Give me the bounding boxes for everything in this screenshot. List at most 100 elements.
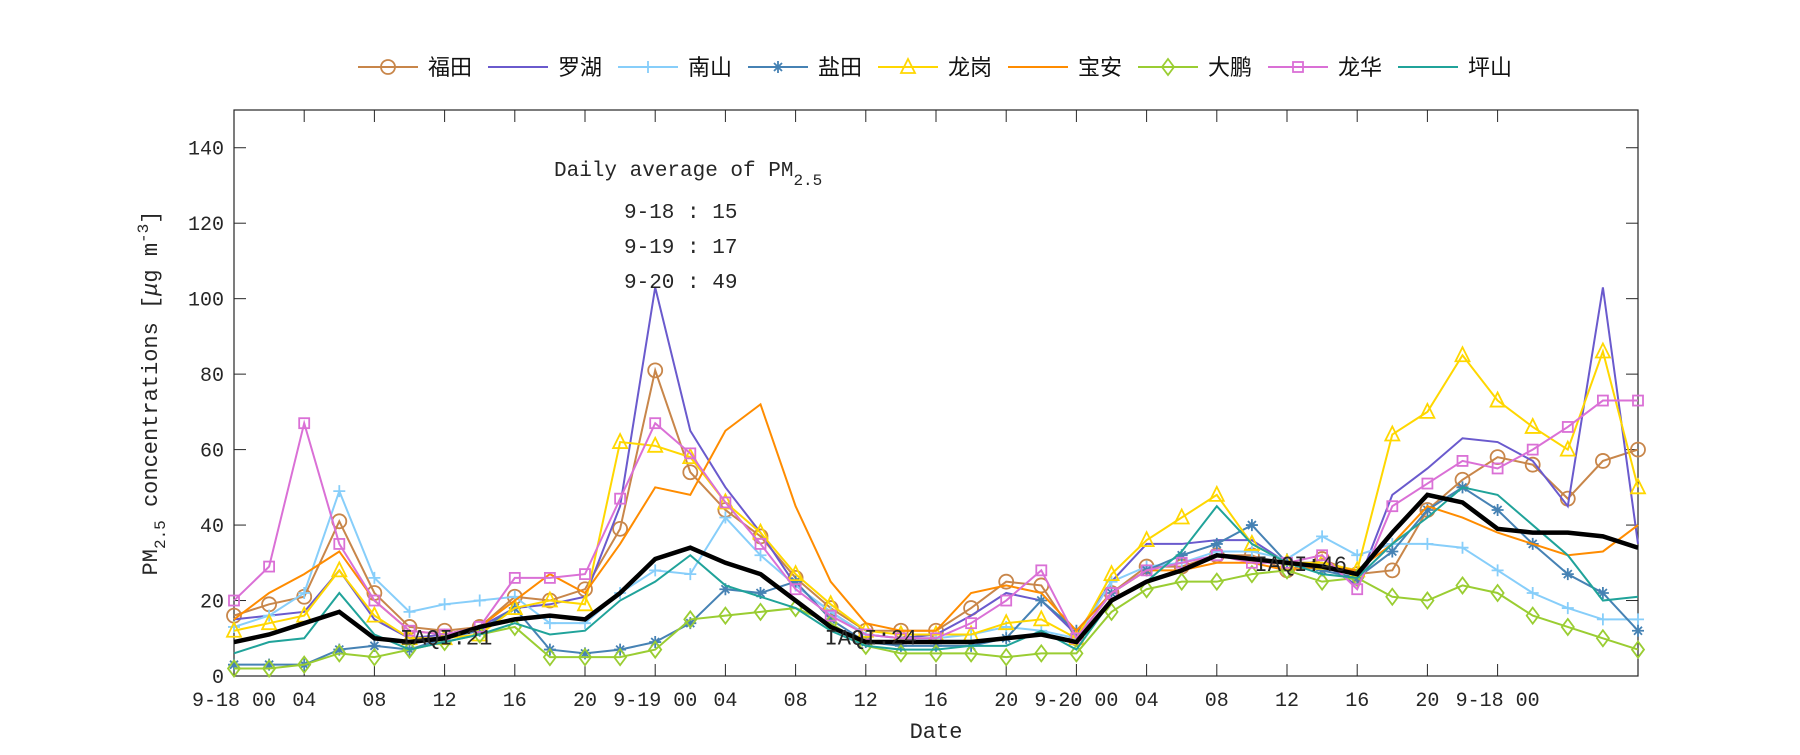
data-point xyxy=(649,417,662,430)
x-tick-label: 04 xyxy=(1135,690,1159,713)
x-tick-label: 04 xyxy=(292,690,316,713)
legend-marker xyxy=(899,56,917,74)
series-line xyxy=(233,348,1639,640)
data-point xyxy=(1316,549,1328,562)
legend-marker xyxy=(380,59,396,75)
y-tick-label: 80 xyxy=(200,365,224,388)
legend-label: 龙岗 xyxy=(948,56,992,81)
data-point xyxy=(1596,613,1609,626)
data-point xyxy=(1000,594,1013,607)
data-point xyxy=(1526,586,1539,599)
data-point xyxy=(1034,643,1049,663)
data-point xyxy=(612,647,628,667)
data-point xyxy=(614,492,626,505)
x-tick-label: 20 xyxy=(1415,690,1439,713)
box-line-920: 9-20 : 49 xyxy=(624,272,737,295)
legend-marker xyxy=(772,61,784,73)
x-axis-label: Date xyxy=(910,720,963,745)
data-point xyxy=(1421,477,1434,490)
y-tick-label: 40 xyxy=(200,516,224,539)
data-point xyxy=(1421,537,1434,550)
data-point xyxy=(1316,564,1329,577)
data-point xyxy=(1525,606,1540,626)
box-line-919: 9-19 : 17 xyxy=(624,237,737,260)
data-point xyxy=(228,658,240,671)
data-point xyxy=(1489,390,1507,408)
data-point xyxy=(965,617,977,630)
data-point xyxy=(1561,568,1574,581)
legend-label: 大鹏 xyxy=(1208,56,1252,81)
data-point xyxy=(719,583,732,596)
box-line-918: 9-18 : 15 xyxy=(624,202,737,225)
data-point xyxy=(506,598,524,615)
data-point xyxy=(998,573,1015,590)
data-point xyxy=(1316,530,1329,543)
average-line xyxy=(233,492,1639,645)
legend-marker xyxy=(1292,61,1304,73)
data-point xyxy=(333,643,346,656)
legend-label: 南山 xyxy=(688,56,732,81)
data-point xyxy=(646,435,664,453)
data-point xyxy=(368,639,381,652)
data-point xyxy=(1208,484,1226,502)
data-point xyxy=(824,609,837,622)
data-point xyxy=(263,560,276,573)
data-point xyxy=(681,447,699,465)
data-point xyxy=(1420,591,1435,611)
data-point xyxy=(403,624,416,637)
data-point xyxy=(1596,586,1609,599)
data-point xyxy=(1630,640,1646,660)
x-tick-label: 16 xyxy=(503,690,527,713)
data-point xyxy=(576,594,594,612)
data-point xyxy=(403,605,416,618)
data-point xyxy=(789,583,802,596)
data-point xyxy=(1594,341,1612,359)
data-point xyxy=(228,594,240,607)
data-point xyxy=(682,464,699,481)
data-point xyxy=(1421,503,1434,516)
y-tick-label: 100 xyxy=(188,290,224,313)
data-point xyxy=(1491,564,1504,577)
data-point xyxy=(683,609,698,629)
data-point xyxy=(1035,594,1048,607)
data-point xyxy=(1244,564,1260,584)
data-point xyxy=(928,643,944,663)
data-point xyxy=(332,643,347,663)
x-tick-label: 20 xyxy=(994,690,1018,713)
daily-average-box: Daily average of PM2.5 9-18 : 15 9-19 : … xyxy=(554,160,822,295)
x-tick-label: 16 xyxy=(924,690,948,713)
data-point xyxy=(297,655,312,675)
data-point xyxy=(1314,572,1330,592)
data-point xyxy=(611,432,629,449)
legend-label: 罗湖 xyxy=(558,56,602,81)
legend-marker xyxy=(642,61,654,73)
data-point xyxy=(473,594,486,607)
data-point xyxy=(1560,617,1575,637)
data-point xyxy=(577,647,593,667)
data-point xyxy=(541,590,559,608)
data-point xyxy=(1174,572,1189,592)
data-point xyxy=(1032,609,1050,627)
data-point xyxy=(368,571,381,584)
data-point xyxy=(1524,416,1542,434)
data-point xyxy=(1632,624,1644,637)
data-point xyxy=(1595,453,1611,469)
data-point xyxy=(1245,519,1258,532)
data-point xyxy=(648,640,663,660)
data-point xyxy=(1456,541,1469,554)
x-tick-label: 9-18 00 xyxy=(1456,690,1540,713)
y-tick-label: 120 xyxy=(188,214,224,237)
legend-label: 龙华 xyxy=(1338,56,1382,81)
data-point xyxy=(1210,537,1223,550)
data-point xyxy=(1455,575,1470,595)
iaqi-label: IAQI:24 xyxy=(825,626,917,651)
data-point xyxy=(1209,572,1224,592)
data-point xyxy=(1245,545,1258,558)
data-point xyxy=(649,564,662,577)
data-point xyxy=(1561,602,1574,615)
data-point xyxy=(1454,345,1471,363)
data-point xyxy=(1173,507,1191,525)
legend-item: 龙华 xyxy=(1268,56,1382,81)
data-point xyxy=(1138,530,1156,548)
data-point xyxy=(367,647,382,667)
